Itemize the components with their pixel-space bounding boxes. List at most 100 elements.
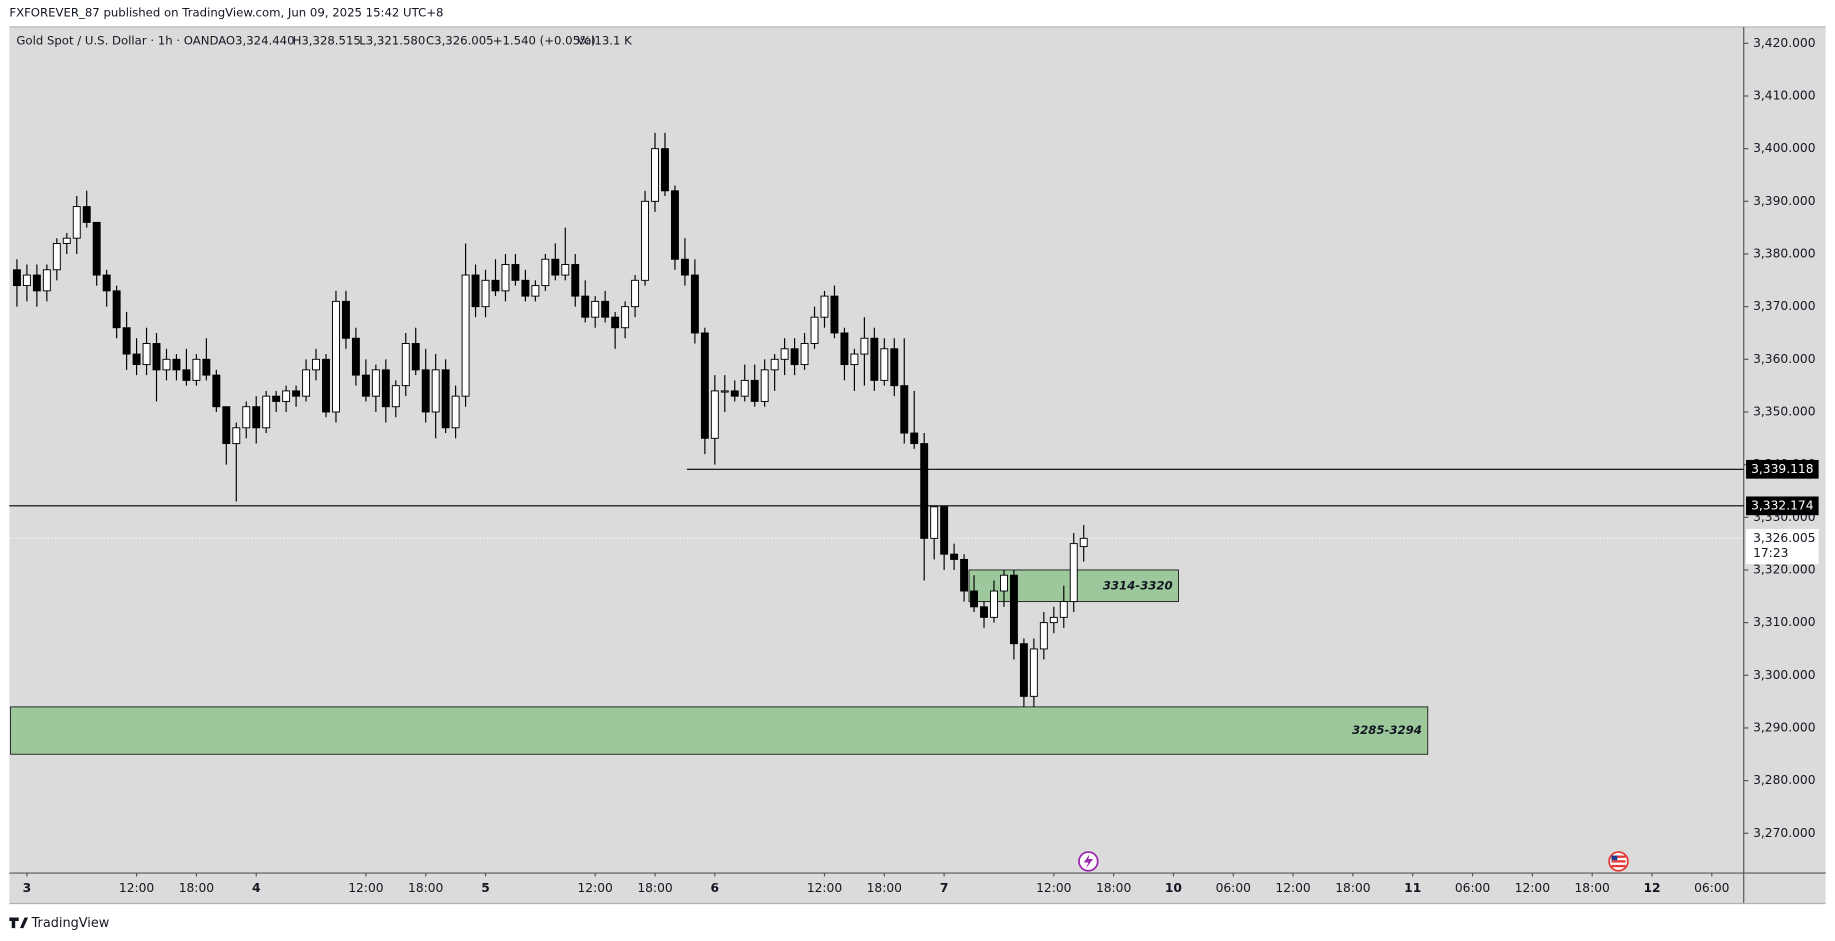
candle-body (950, 553, 959, 560)
volume-label: Vol13.1 K (577, 34, 632, 48)
x-tick-label: 18:00 (179, 881, 214, 895)
zone-label: 3285-3294 (1352, 723, 1422, 737)
candle-body (312, 358, 320, 371)
price-line-label: 3,339.118 (1751, 462, 1813, 476)
candle-body (710, 390, 719, 439)
candle-body (1039, 622, 1048, 650)
x-tick-label: 12:00 (119, 881, 154, 895)
x-tick-label: 12:00 (1036, 881, 1071, 895)
candle-body (272, 395, 281, 402)
candle-body (292, 390, 301, 397)
candle-body (670, 190, 679, 260)
candle-body (451, 395, 460, 429)
candle-body (740, 379, 749, 397)
candle-body (561, 264, 570, 276)
candle-body (132, 353, 141, 366)
candle-body (182, 369, 191, 381)
candle-body (112, 290, 121, 329)
candle-body (890, 348, 899, 387)
candle-body (581, 295, 590, 318)
x-tick-label: 12:00 (1515, 881, 1550, 895)
candle-body (82, 206, 91, 223)
y-tick-label: 3,420.000 (1753, 36, 1815, 50)
x-tick-label: 18:00 (408, 881, 443, 895)
candle-body (172, 358, 181, 371)
candle-body (940, 506, 949, 555)
candle-body (431, 369, 440, 413)
candle-body (262, 395, 271, 429)
candle-body (770, 358, 779, 371)
candle-body (1079, 537, 1088, 548)
change-label: +1.540 (+0.05%) (493, 34, 596, 48)
y-tick-label: 3,280.000 (1753, 773, 1815, 787)
candle-body (441, 369, 450, 429)
candle-body (222, 406, 231, 445)
candle-body (830, 295, 839, 334)
candle-body (52, 242, 61, 271)
x-tick-label: 06:00 (1694, 881, 1729, 895)
candle-body (531, 285, 540, 297)
last-price-tag (1746, 528, 1819, 565)
candle-body (980, 606, 988, 618)
y-tick-label: 3,410.000 (1753, 89, 1815, 103)
x-tick-label: 7 (940, 881, 949, 895)
low-label: L3,321.580 (359, 34, 425, 48)
y-tick-label: 3,400.000 (1753, 141, 1815, 155)
brand-logo[interactable]: TradingView (9, 916, 109, 931)
candle-body (820, 295, 829, 318)
y-tick-label: 3,300.000 (1753, 668, 1815, 682)
candle-body (920, 443, 929, 539)
candle-body (192, 358, 201, 381)
candle-body (990, 590, 998, 618)
candle-body (521, 279, 530, 297)
candle-body (242, 406, 251, 429)
y-tick-label: 3,370.000 (1753, 299, 1815, 313)
candle-body (800, 343, 809, 366)
candle-body (999, 574, 1008, 592)
candle-body (1049, 616, 1058, 624)
candle-body (631, 279, 640, 308)
zone-label: 3314-3320 (1103, 578, 1173, 592)
zone (10, 706, 1429, 755)
us-flag-icon[interactable] (1608, 851, 1629, 872)
candle-body (282, 390, 291, 402)
x-tick-label: 3 (23, 881, 32, 895)
candle-body (361, 374, 370, 397)
x-tick-label: 12 (1643, 881, 1660, 895)
candle-body (1059, 601, 1068, 618)
candle-body (341, 300, 350, 339)
candle-body (690, 274, 699, 334)
x-tick-label: 12:00 (1275, 881, 1310, 895)
candle-body (32, 274, 41, 292)
candle-body (481, 279, 490, 308)
candle-body (411, 343, 420, 371)
countdown-label: 17:23 (1753, 546, 1788, 560)
event-icon[interactable] (1078, 851, 1099, 872)
candle-body (790, 348, 799, 366)
candle-body (401, 343, 410, 387)
candle-body (391, 385, 400, 408)
plot-area (9, 132, 1744, 755)
candle-body (641, 200, 649, 281)
candle-body (92, 221, 101, 276)
candle-body (860, 337, 869, 355)
candle-body (551, 258, 560, 276)
y-tick-label: 3,350.000 (1753, 404, 1815, 418)
candle-body (501, 264, 510, 292)
candle-body (970, 590, 979, 608)
y-tick-label: 3,270.000 (1753, 826, 1815, 840)
chart-background (9, 26, 1826, 904)
y-tick-label: 3,310.000 (1753, 615, 1815, 629)
candle-body (900, 385, 909, 434)
candle-body (720, 390, 729, 393)
candle-body (661, 148, 669, 192)
x-tick-label: 18:00 (867, 881, 902, 895)
candle-body (850, 353, 859, 366)
candle-body (611, 316, 620, 329)
candle-body (42, 269, 51, 292)
x-tick-label: 11 (1404, 881, 1421, 895)
candle-body (680, 258, 689, 276)
candle-body (122, 327, 131, 355)
candle-body (421, 369, 430, 413)
x-tick-label: 5 (481, 881, 490, 895)
